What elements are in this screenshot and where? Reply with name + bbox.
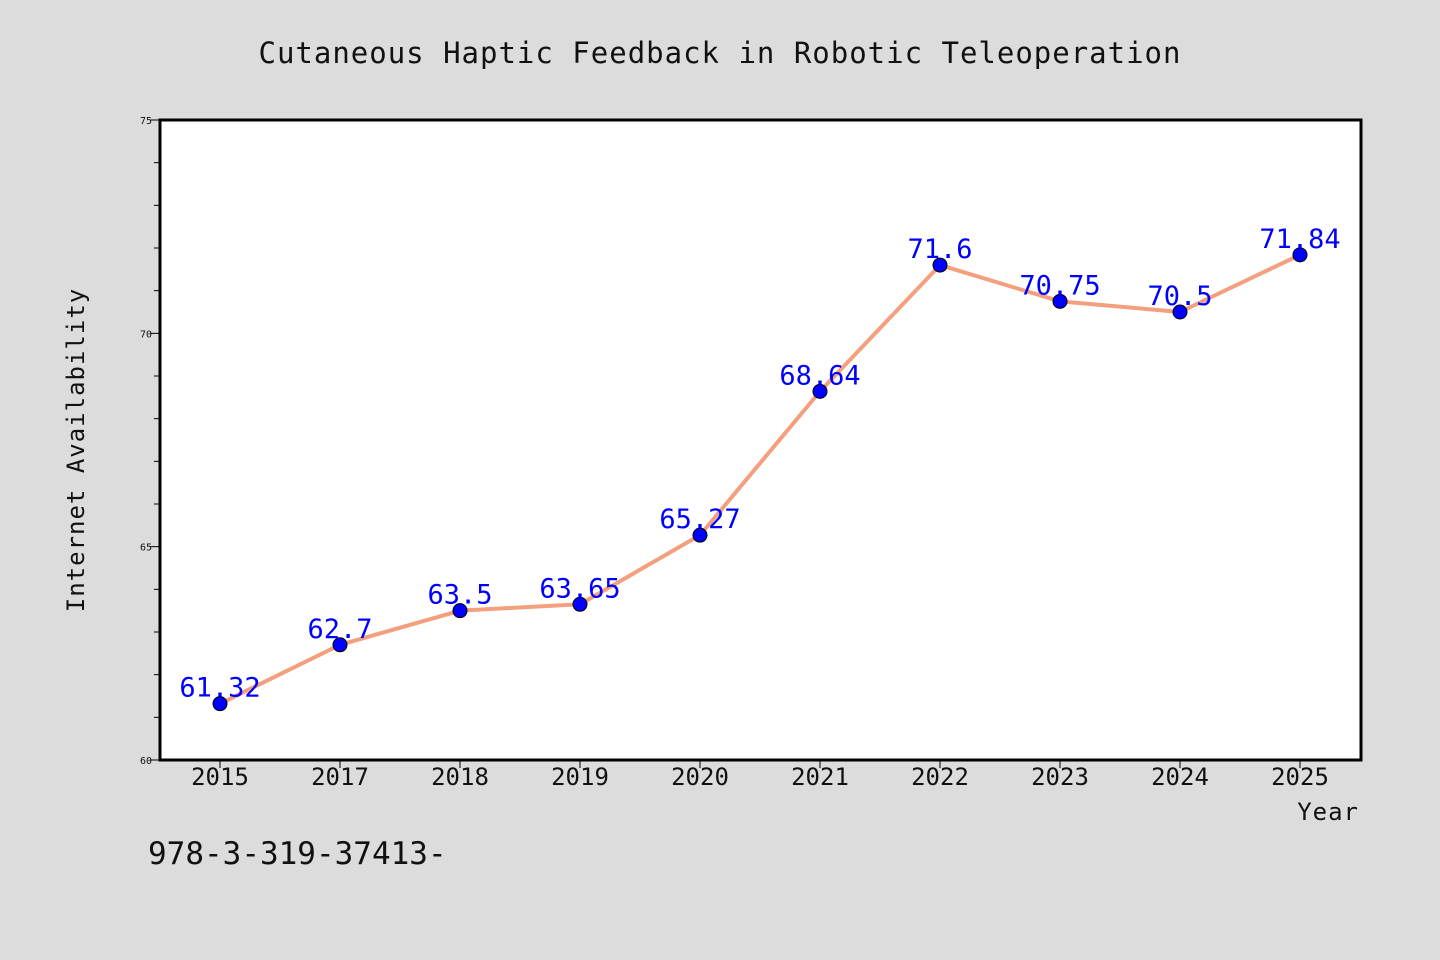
x-tick-label: 2020 xyxy=(671,763,729,791)
data-label: 63.5 xyxy=(427,580,492,611)
data-point xyxy=(212,696,228,712)
x-tick-label: 2015 xyxy=(191,763,249,791)
x-tick-label: 2022 xyxy=(911,763,969,791)
data-point xyxy=(1292,247,1308,263)
data-label: 71.6 xyxy=(907,234,972,265)
data-point xyxy=(452,603,468,619)
y-tick-label: 70 xyxy=(140,329,152,340)
y-axis: 60 65 70 75 xyxy=(140,116,160,767)
x-tick-label: 2019 xyxy=(551,763,609,791)
x-axis: 2015 2017 2018 2019 2020 2021 2022 2023 2024 2025 xyxy=(191,760,1329,791)
data-label: 65.27 xyxy=(659,504,740,535)
data-point xyxy=(1052,293,1068,309)
data-label: 62.7 xyxy=(307,614,372,645)
x-tick-label: 2024 xyxy=(1151,763,1209,791)
data-label: 68.64 xyxy=(779,360,860,391)
data-point xyxy=(932,257,948,273)
data-label: 63.65 xyxy=(539,573,620,604)
y-tick-label: 60 xyxy=(140,756,152,767)
plot-area xyxy=(158,118,1363,762)
data-label: 61.32 xyxy=(179,673,260,704)
chart-title: Cutaneous Haptic Feedback in Robotic Tel… xyxy=(259,36,1182,70)
data-point xyxy=(572,596,588,612)
series-group: 61.32 62.7 63.5 63.65 65.27 68.64 71.6 70.75 70.… xyxy=(179,224,1341,712)
footer-text: 978-3-319-37413- xyxy=(148,836,447,872)
x-axis-label: Year xyxy=(1297,798,1359,826)
data-label: 71.84 xyxy=(1259,224,1340,255)
x-tick-label: 2017 xyxy=(311,763,369,791)
y-axis-label: Internet Availability xyxy=(62,288,90,612)
x-tick-label: 2021 xyxy=(791,763,849,791)
y-tick-label: 75 xyxy=(140,116,152,127)
y-tick-label: 65 xyxy=(140,543,152,554)
x-tick-label: 2023 xyxy=(1031,763,1089,791)
x-tick-label: 2025 xyxy=(1271,763,1329,791)
data-point xyxy=(332,637,348,653)
x-tick-label: 2018 xyxy=(431,763,489,791)
series-line xyxy=(218,252,1302,706)
data-point xyxy=(1172,304,1188,320)
data-label: 70.5 xyxy=(1147,281,1212,312)
data-point xyxy=(812,383,828,399)
data-label: 70.75 xyxy=(1019,270,1100,301)
data-point xyxy=(692,527,708,543)
